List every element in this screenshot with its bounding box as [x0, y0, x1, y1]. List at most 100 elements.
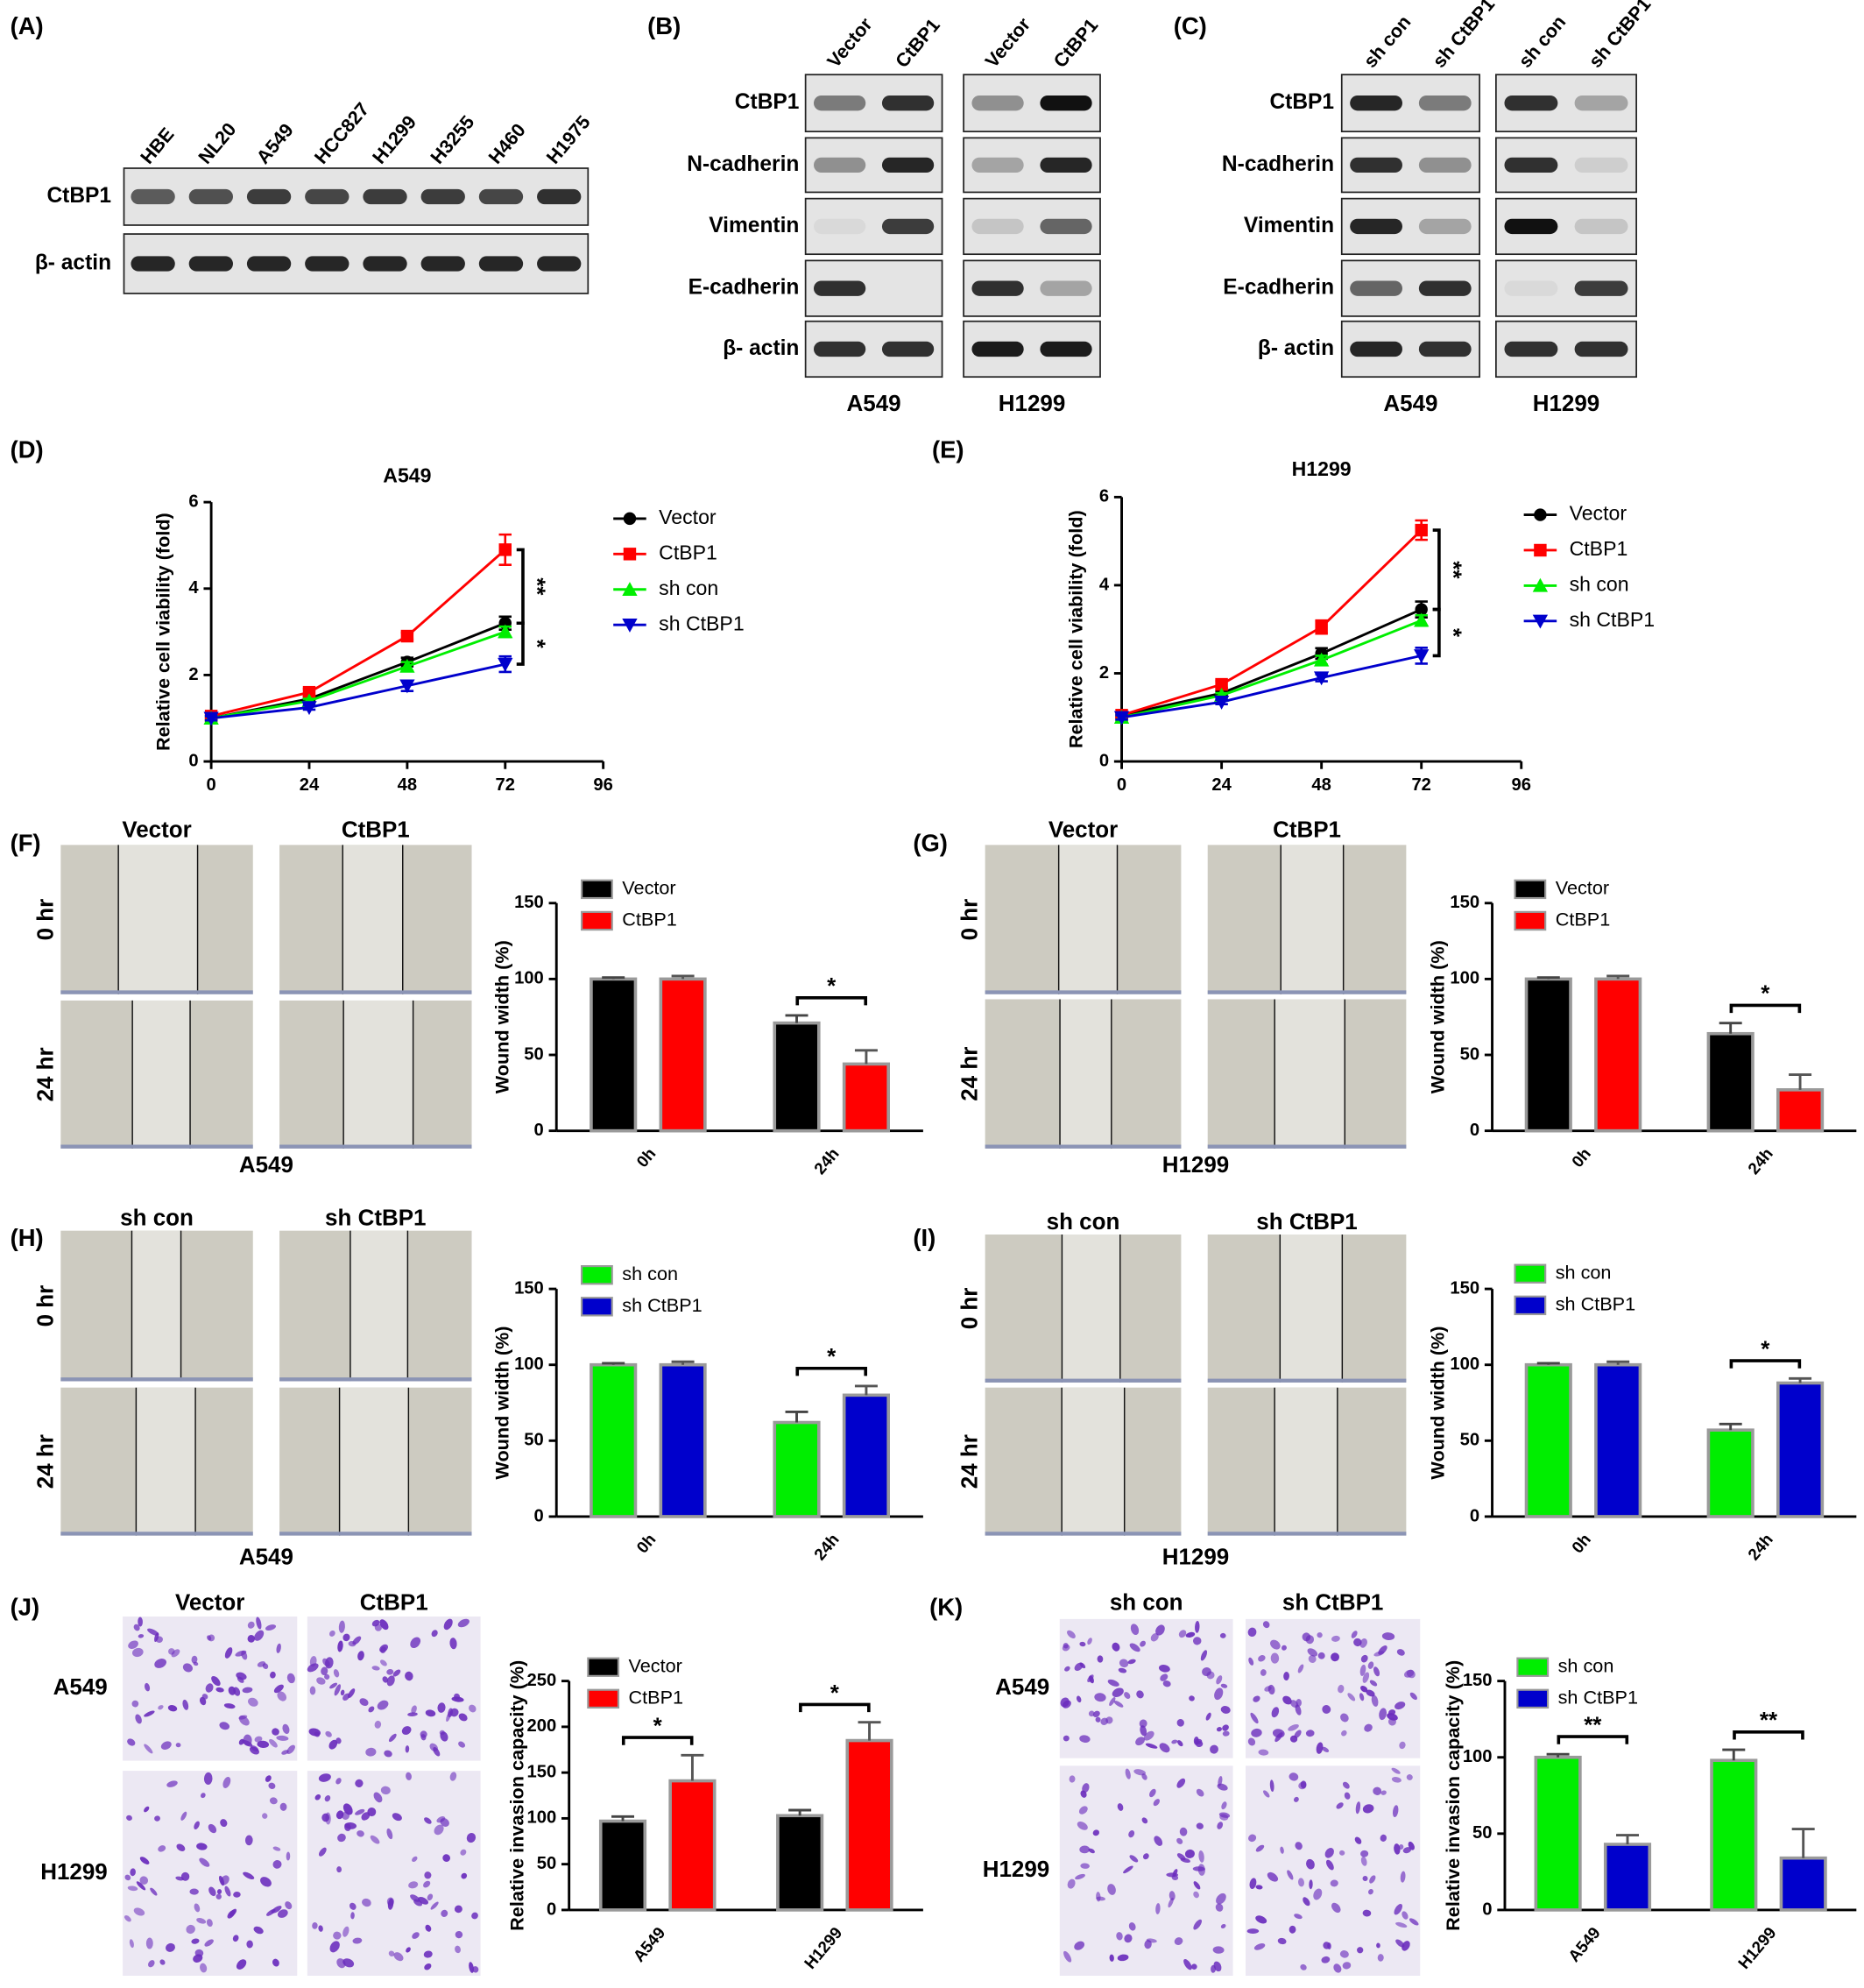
lane-label: NL20 [194, 118, 240, 168]
cell [1344, 1792, 1351, 1800]
wound-gap [1280, 1235, 1343, 1383]
wound-gap [1062, 1387, 1125, 1536]
cell [1282, 1645, 1287, 1651]
cell [1195, 1740, 1204, 1748]
cell [329, 1682, 338, 1689]
cell [1184, 1849, 1195, 1858]
cell [1074, 1941, 1085, 1950]
marker [400, 629, 414, 643]
cell [1179, 1827, 1188, 1836]
cell [1075, 1873, 1085, 1880]
series-line [1121, 654, 1423, 719]
cell [1096, 1896, 1105, 1901]
cell [1402, 1941, 1410, 1951]
cell [271, 1906, 282, 1914]
cell [227, 1909, 236, 1919]
cell [443, 1618, 453, 1631]
y-tick-label: 50 [524, 1431, 543, 1450]
cell [1288, 1723, 1299, 1731]
significance-label: ** [1760, 1707, 1778, 1733]
cell [392, 1669, 401, 1677]
significance-label: ** [525, 577, 551, 596]
chart-title: A549 [383, 463, 431, 486]
column-label: sh con [1047, 1208, 1120, 1235]
cell [216, 1889, 222, 1894]
series-line [210, 621, 506, 720]
cell [386, 1828, 393, 1840]
cell [357, 1830, 364, 1837]
cell [1109, 1697, 1116, 1707]
bar [590, 977, 638, 1133]
bar [1594, 977, 1642, 1133]
cell [321, 1666, 328, 1676]
blot-band [1574, 157, 1628, 173]
cell [1171, 1874, 1179, 1881]
cell [1112, 1687, 1124, 1698]
wound-gap [339, 1387, 409, 1536]
cell [260, 1877, 272, 1887]
error-bar [858, 1721, 881, 1741]
cell [1198, 1850, 1204, 1863]
cell [276, 1735, 289, 1741]
cell-line-label: A549 [847, 390, 901, 416]
cell [1087, 1674, 1094, 1682]
cell [1360, 1850, 1369, 1857]
cell [1354, 1836, 1362, 1844]
cell [440, 1731, 448, 1742]
cell [1219, 1814, 1229, 1821]
cell [411, 1705, 417, 1714]
cell [1406, 1774, 1413, 1780]
legend-swatch [1516, 1657, 1550, 1677]
legend-label: CtBP1 [659, 541, 717, 563]
plate-edge [60, 990, 253, 994]
cell [449, 1772, 457, 1781]
blot-row-label: β- actin [1258, 336, 1334, 360]
cell [1222, 1730, 1230, 1737]
cell [282, 1723, 290, 1734]
lane-label: sh CtBP1 [1428, 0, 1499, 72]
cell [148, 1960, 155, 1968]
cell [1359, 1693, 1365, 1701]
cell [277, 1909, 288, 1918]
cell [224, 1647, 233, 1659]
blot-band [1040, 218, 1092, 235]
cell [1212, 1946, 1225, 1954]
cell [243, 1871, 255, 1879]
marker [622, 582, 638, 596]
cell [401, 1726, 412, 1735]
blot-band [1040, 95, 1092, 111]
x-tick-label: H1299 [801, 1923, 846, 1972]
cell [1078, 1806, 1088, 1815]
cell [1404, 1669, 1415, 1678]
cell [1082, 1783, 1090, 1793]
cell [191, 1938, 200, 1944]
legend-swatch [581, 879, 613, 900]
cell [1388, 1709, 1396, 1716]
wound-gap [1274, 1387, 1338, 1536]
legend-label: sh con [1558, 1654, 1614, 1676]
y-axis-label: Relative cell viability (fold) [152, 513, 173, 751]
cell [1216, 1727, 1223, 1732]
legend-label: sh CtBP1 [1570, 608, 1656, 631]
legend-swatch [1514, 1263, 1547, 1284]
cell [384, 1750, 392, 1758]
wound-gap [131, 1230, 181, 1382]
cell [1092, 1829, 1100, 1836]
significance-label: ** [1440, 561, 1466, 579]
cell [1269, 1779, 1274, 1793]
error-bar [854, 1384, 878, 1396]
blot-band [478, 188, 524, 205]
cell [1195, 1620, 1200, 1633]
legend-label: CtBP1 [622, 909, 677, 930]
cell [1076, 1695, 1082, 1703]
cell [362, 1898, 371, 1907]
cell [1362, 1876, 1368, 1882]
cell [270, 1671, 276, 1679]
x-tick-label: 24 [300, 775, 320, 795]
x-tick-label: 0h [632, 1530, 659, 1556]
cell [1367, 1661, 1374, 1669]
marker [301, 701, 317, 716]
cell [1196, 1788, 1204, 1797]
cell [1362, 1804, 1374, 1814]
cell [1250, 1712, 1259, 1724]
